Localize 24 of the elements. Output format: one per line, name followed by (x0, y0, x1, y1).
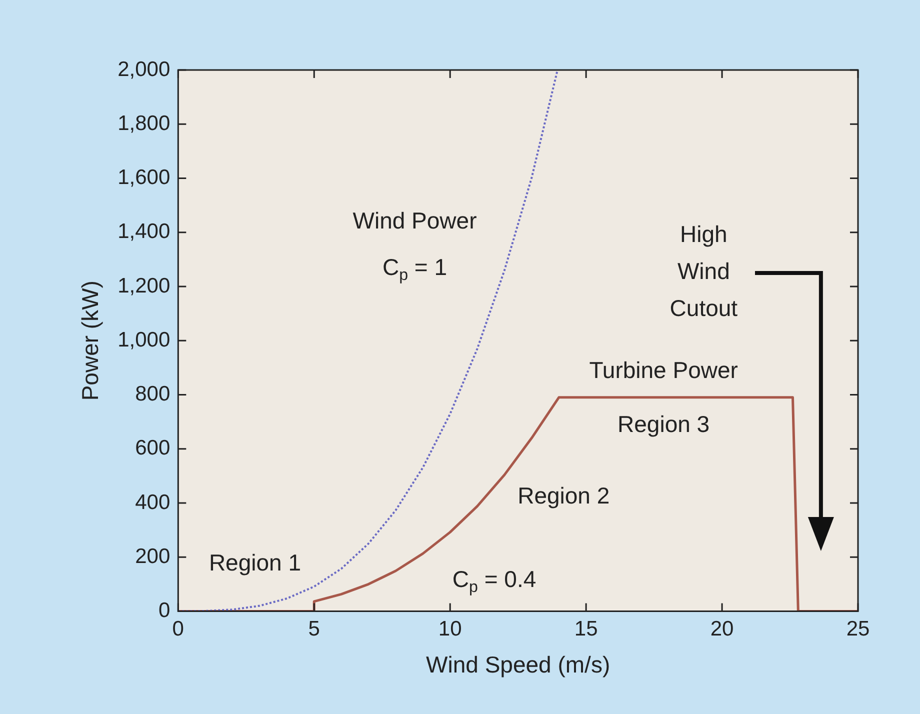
x-tick-label: 20 (710, 618, 734, 641)
y-tick-label: 1,600 (118, 166, 170, 190)
x-tick-label: 25 (846, 618, 870, 641)
annotation: Region 3 (618, 410, 710, 437)
annotation: Turbine Power (589, 356, 738, 383)
y-tick-label: 1,200 (118, 274, 170, 298)
y-tick-label: 1,000 (118, 328, 170, 352)
annotation: Wind Power (352, 207, 478, 234)
y-tick-label: 800 (135, 382, 170, 406)
x-tick-label: 5 (308, 618, 320, 641)
y-tick-label: 600 (135, 436, 170, 460)
y-tick-label: 1,800 (118, 112, 170, 135)
y-tick-label: 400 (135, 490, 170, 514)
y-tick-label: 200 (135, 544, 170, 568)
y-tick-label: 2,000 (118, 58, 170, 81)
y-axis-title: Power (kW) (77, 280, 104, 401)
x-axis-title: Wind Speed (m/s) (426, 652, 610, 678)
x-tick-label: 10 (438, 618, 462, 641)
annotation: High Wind Cutout (670, 220, 738, 321)
annotation: Region 2 (518, 482, 610, 508)
y-tick-label: 1,400 (118, 220, 170, 244)
y-tick-label: 0 (158, 598, 170, 622)
annotation: Region 1 (208, 549, 302, 576)
x-tick-label: 15 (574, 618, 598, 641)
